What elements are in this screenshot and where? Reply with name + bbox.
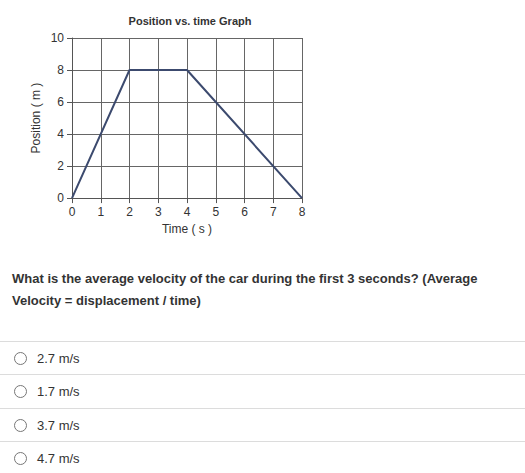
html-text:2.7 m/s: 2.7 m/s [37,351,80,366]
svg-text:1: 1 [97,205,104,219]
svg-text:10: 10 [51,31,65,45]
svg-text:2: 2 [57,159,64,173]
svg-text:4: 4 [184,205,191,219]
svg-text:Position ( m ): Position ( m ) [29,83,43,154]
svg-text:7: 7 [270,205,277,219]
svg-text:5: 5 [212,205,219,219]
svg-text:6: 6 [241,205,248,219]
svg-text:0: 0 [69,205,76,219]
svg-text:0: 0 [57,191,64,205]
html-text:3.7 m/s: 3.7 m/s [37,418,80,433]
svg-text:2: 2 [126,205,133,219]
svg-text:3: 3 [155,205,162,219]
html-text:4.7 m/s: 4.7 m/s [37,451,80,466]
svg-text:Position vs. time Graph: Position vs. time Graph [129,15,252,27]
svg-text:Time ( s ): Time ( s ) [162,222,212,236]
svg-text:6: 6 [57,95,64,109]
svg-text:8: 8 [57,63,64,77]
svg-text:8: 8 [299,205,306,219]
html-text:1.7 m/s: 1.7 m/s [37,384,80,399]
svg-text:4: 4 [57,127,64,141]
html-text:What is the average velocity o: What is the average velocity of the car … [12,271,478,308]
